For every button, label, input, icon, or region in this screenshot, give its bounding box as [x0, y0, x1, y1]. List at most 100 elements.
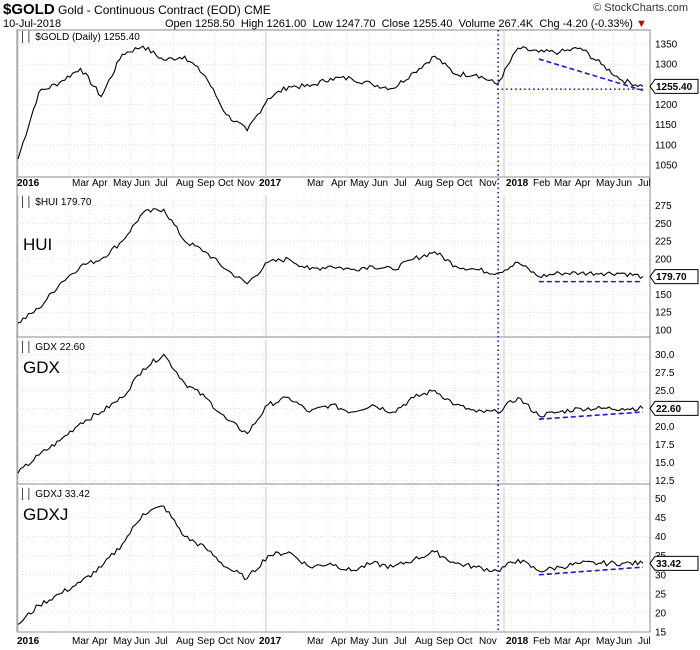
- x-month-label: Apr: [331, 636, 347, 647]
- y-tick-label: 20: [655, 608, 667, 619]
- x-month-label: Jun: [372, 178, 388, 189]
- x-month-label: Apr: [575, 636, 591, 647]
- price-tag-box: [649, 269, 699, 285]
- x-month-label: Jul: [394, 178, 407, 189]
- series-label: GDX: [23, 358, 60, 377]
- x-month-label: Feb: [533, 178, 551, 189]
- x-month-label: Jul: [155, 636, 168, 647]
- price-tag-value: 1255.40: [656, 82, 693, 93]
- chart-panel-hui: 100125150175200225250275││ $HUI 179.70HU…: [17, 195, 699, 338]
- y-tick-label: 1150: [655, 120, 677, 131]
- y-tick-label: 15: [655, 628, 667, 639]
- y-tick-label: 150: [655, 290, 672, 301]
- x-month-label: Sep: [197, 636, 215, 647]
- x-month-label: Mar: [307, 178, 325, 189]
- x-year-label: 2017: [259, 636, 282, 647]
- last-price-tag: 179.70: [649, 269, 699, 285]
- x-month-label: Oct: [457, 636, 473, 647]
- down-arrow-icon: ▼: [636, 18, 647, 30]
- x-month-label: Jun: [372, 636, 388, 647]
- quote-summary: Open 1258.50 High 1261.00 Low 1247.70 Cl…: [165, 18, 647, 30]
- x-month-label: Oct: [457, 178, 473, 189]
- high-value: High 1261.00: [240, 18, 307, 30]
- x-year-label: 2018: [506, 636, 529, 647]
- trendline-dashed: [538, 58, 644, 92]
- y-tick-label: 27.5: [655, 368, 675, 379]
- y-tick-label: 1350: [655, 40, 678, 51]
- x-month-label: Aug: [176, 636, 194, 647]
- x-month-label: Mar: [554, 178, 572, 189]
- x-month-label: Aug: [415, 636, 433, 647]
- x-month-label: Sep: [436, 636, 454, 647]
- y-tick-label: 25: [655, 589, 667, 600]
- price-tag-box: [649, 555, 699, 571]
- x-month-label: Oct: [218, 178, 234, 189]
- y-tick-label: 25.0: [655, 386, 675, 397]
- series-label: GDXJ: [23, 505, 68, 524]
- close-value: Close 1255.40: [381, 18, 453, 30]
- x-month-label: May: [113, 178, 132, 189]
- chart-frame: [16, 29, 651, 633]
- x-month-label: May: [113, 636, 132, 647]
- x-month-label: Jul: [155, 178, 168, 189]
- x-month-label: Jun: [616, 636, 632, 647]
- x-month-label: May: [350, 636, 369, 647]
- series-legend: ││ $HUI 179.70: [20, 195, 92, 209]
- x-month-label: Sep: [197, 178, 215, 189]
- series-legend: ││ $GOLD (Daily) 1255.40: [20, 30, 140, 44]
- y-tick-label: 40: [655, 532, 667, 543]
- x-month-label: Aug: [415, 178, 433, 189]
- x-month-label: Apr: [331, 178, 347, 189]
- x-year-label: 2016: [17, 178, 40, 189]
- chart-panel-gold: 1050110011501200125013001350││ $GOLD (Da…: [17, 30, 699, 178]
- x-month-label: Apr: [575, 178, 591, 189]
- price-tag-value: 179.70: [656, 272, 687, 283]
- price-tag-value: 33.42: [656, 559, 681, 570]
- x-month-label: Mar: [72, 636, 90, 647]
- x-month-label: Mar: [72, 178, 90, 189]
- y-tick-label: 100: [655, 325, 672, 336]
- last-price-tag: 33.42: [649, 555, 699, 571]
- x-month-label: Jun: [134, 178, 150, 189]
- volume-value: Volume 267.4K: [458, 18, 534, 30]
- x-year-label: 2016: [17, 636, 40, 647]
- quote-date: 10-Jul-2018: [3, 18, 62, 30]
- trendline-dashed: [538, 411, 644, 420]
- x-month-label: Feb: [533, 636, 551, 647]
- open-value: Open 1258.50: [165, 18, 235, 30]
- low-value: Low 1247.70: [312, 18, 376, 30]
- x-month-label: Jun: [616, 178, 632, 189]
- y-tick-label: 1300: [655, 60, 678, 71]
- x-month-label: May: [350, 178, 369, 189]
- x-month-label: Jun: [134, 636, 150, 647]
- x-month-label: Oct: [218, 636, 234, 647]
- price-tag-value: 22.60: [656, 404, 681, 415]
- y-tick-label: 125: [655, 308, 672, 319]
- x-month-label: May: [596, 178, 615, 189]
- price-line: [17, 353, 644, 474]
- y-tick-label: 12.5: [655, 476, 675, 487]
- x-month-label: Apr: [92, 178, 108, 189]
- y-tick-label: 17.5: [655, 440, 675, 451]
- chart-title: $GOLD Gold - Continuous Contract (EOD) C…: [3, 1, 271, 18]
- x-month-label: Nov: [237, 178, 255, 189]
- x-month-label: Aug: [176, 178, 194, 189]
- x-month-label: Apr: [92, 636, 108, 647]
- x-year-label: 2017: [259, 178, 282, 189]
- x-month-label: Nov: [237, 636, 255, 647]
- chart-panel-gdx: 12.515.017.520.022.525.027.530.0││ GDX 2…: [17, 340, 699, 487]
- y-tick-label: 30: [655, 570, 667, 581]
- y-tick-label: 200: [655, 254, 672, 265]
- y-tick-label: 1050: [655, 160, 678, 171]
- price-line: [17, 45, 644, 160]
- price-tag-box: [649, 400, 699, 416]
- price-tag-box: [649, 78, 699, 94]
- x-month-label: Mar: [554, 636, 572, 647]
- x-year-label: 2018: [506, 178, 529, 189]
- x-month-label: Nov: [479, 636, 497, 647]
- trendline-dashed: [538, 566, 644, 576]
- last-price-tag: 1255.40: [649, 78, 699, 94]
- y-tick-label: 1100: [655, 140, 677, 151]
- change-value: Chg -4.20 (-0.33%): [539, 18, 633, 30]
